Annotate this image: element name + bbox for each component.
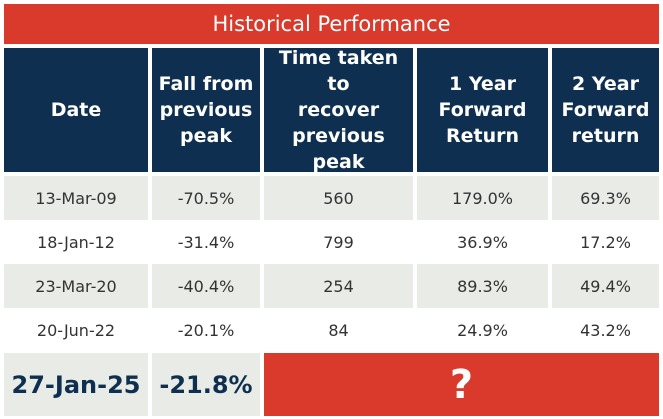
cell-recovery-time: 560 xyxy=(264,176,413,220)
cell-date: 13-Mar-09 xyxy=(4,176,148,220)
table-row: 13-Mar-09 -70.5% 560 179.0% 69.3% xyxy=(4,176,659,220)
cell-1y-return: 89.3% xyxy=(417,264,548,308)
table-row: 23-Mar-20 -40.4% 254 89.3% 49.4% xyxy=(4,264,659,308)
header-date: Date xyxy=(4,48,148,172)
cell-fall: -20.1% xyxy=(152,308,260,352)
header-1-year-return: 1 Year Forward Return xyxy=(417,48,548,172)
cell-1y-return: 179.0% xyxy=(417,176,548,220)
historical-performance-table: Historical Performance Date Fall from pr… xyxy=(4,4,659,416)
table-title: Historical Performance xyxy=(4,4,659,44)
unknown-outcome: ? xyxy=(264,353,659,416)
table-row: 20-Jun-22 -20.1% 84 24.9% 43.2% xyxy=(4,308,659,352)
cell-2y-return: 49.4% xyxy=(552,264,659,308)
cell-recovery-time: 799 xyxy=(264,220,413,264)
cell-fall: -70.5% xyxy=(152,176,260,220)
current-date: 27-Jan-25 xyxy=(4,353,148,416)
cell-date: 20-Jun-22 xyxy=(4,308,148,352)
header-row: Date Fall from previous peak Time taken … xyxy=(4,47,659,173)
current-fall: -21.8% xyxy=(152,353,260,416)
header-time-to-recover: Time taken to recover previous peak xyxy=(264,47,413,173)
cell-2y-return: 43.2% xyxy=(552,308,659,352)
cell-recovery-time: 84 xyxy=(264,308,413,352)
cell-recovery-time: 254 xyxy=(264,264,413,308)
cell-1y-return: 24.9% xyxy=(417,308,548,352)
header-2-year-return: 2 Year Forward return xyxy=(552,48,659,172)
table-row: 18-Jan-12 -31.4% 799 36.9% 17.2% xyxy=(4,220,659,264)
cell-1y-return: 36.9% xyxy=(417,220,548,264)
cell-date: 18-Jan-12 xyxy=(4,220,148,264)
cell-fall: -31.4% xyxy=(152,220,260,264)
current-row: 27-Jan-25 -21.8% ? xyxy=(4,353,659,416)
cell-2y-return: 17.2% xyxy=(552,220,659,264)
cell-date: 23-Mar-20 xyxy=(4,264,148,308)
cell-2y-return: 69.3% xyxy=(552,176,659,220)
header-fall-from-peak: Fall from previous peak xyxy=(152,48,260,172)
cell-fall: -40.4% xyxy=(152,264,260,308)
